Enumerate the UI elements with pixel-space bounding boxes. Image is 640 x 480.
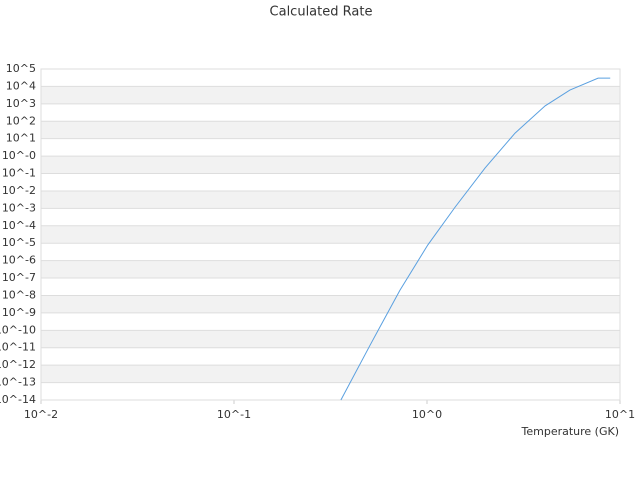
y-tick-label: 10^-11 [0,341,36,354]
grid-band [41,156,620,174]
y-tick-label: 10^1 [6,132,36,145]
grid-band [41,295,620,313]
plot-frame [40,68,621,401]
chart-title: Calculated Rate [270,5,373,20]
grid-band [41,260,620,279]
y-tick-label: 10^2 [6,114,36,127]
y-tick-label: 10^-6 [2,254,36,267]
x-tick-label: 10^1 [605,408,635,421]
y-tick-label: 10^-2 [2,184,36,197]
grid-band [41,121,620,139]
y-tick-label: 10^-3 [2,201,36,214]
x-tick-label: 10^-1 [217,408,251,421]
y-tick-label: 10^-12 [0,358,36,371]
y-tick-label: 10^-14 [0,393,36,406]
x-tick-label: 10^0 [412,408,442,421]
y-tick-label: 10^-10 [0,323,36,336]
y-tick-label: 10^-1 [2,167,36,180]
y-tick-label: 10^3 [6,97,36,110]
series-line [340,77,611,401]
grid-band [41,330,620,348]
y-tick-label: 10^-4 [2,219,36,232]
x-axis-label: Temperature (GK) [521,425,620,438]
y-tick-label: 10^-7 [2,271,36,284]
x-tick-label: 10^-2 [24,408,58,421]
grid-band [41,225,620,244]
grid-band [41,190,620,209]
y-tick-label: 10^-0 [2,149,36,162]
y-tick-label: 10^-8 [2,288,36,301]
y-tick-label: 10^-5 [2,236,36,249]
y-tick-label: 10^5 [6,62,36,75]
y-tick-label: 10^4 [6,79,36,92]
grid-band [41,365,620,383]
y-tick-label: 10^-13 [0,376,36,389]
y-tick-label: 10^-9 [2,306,36,319]
grid-band [41,86,620,104]
